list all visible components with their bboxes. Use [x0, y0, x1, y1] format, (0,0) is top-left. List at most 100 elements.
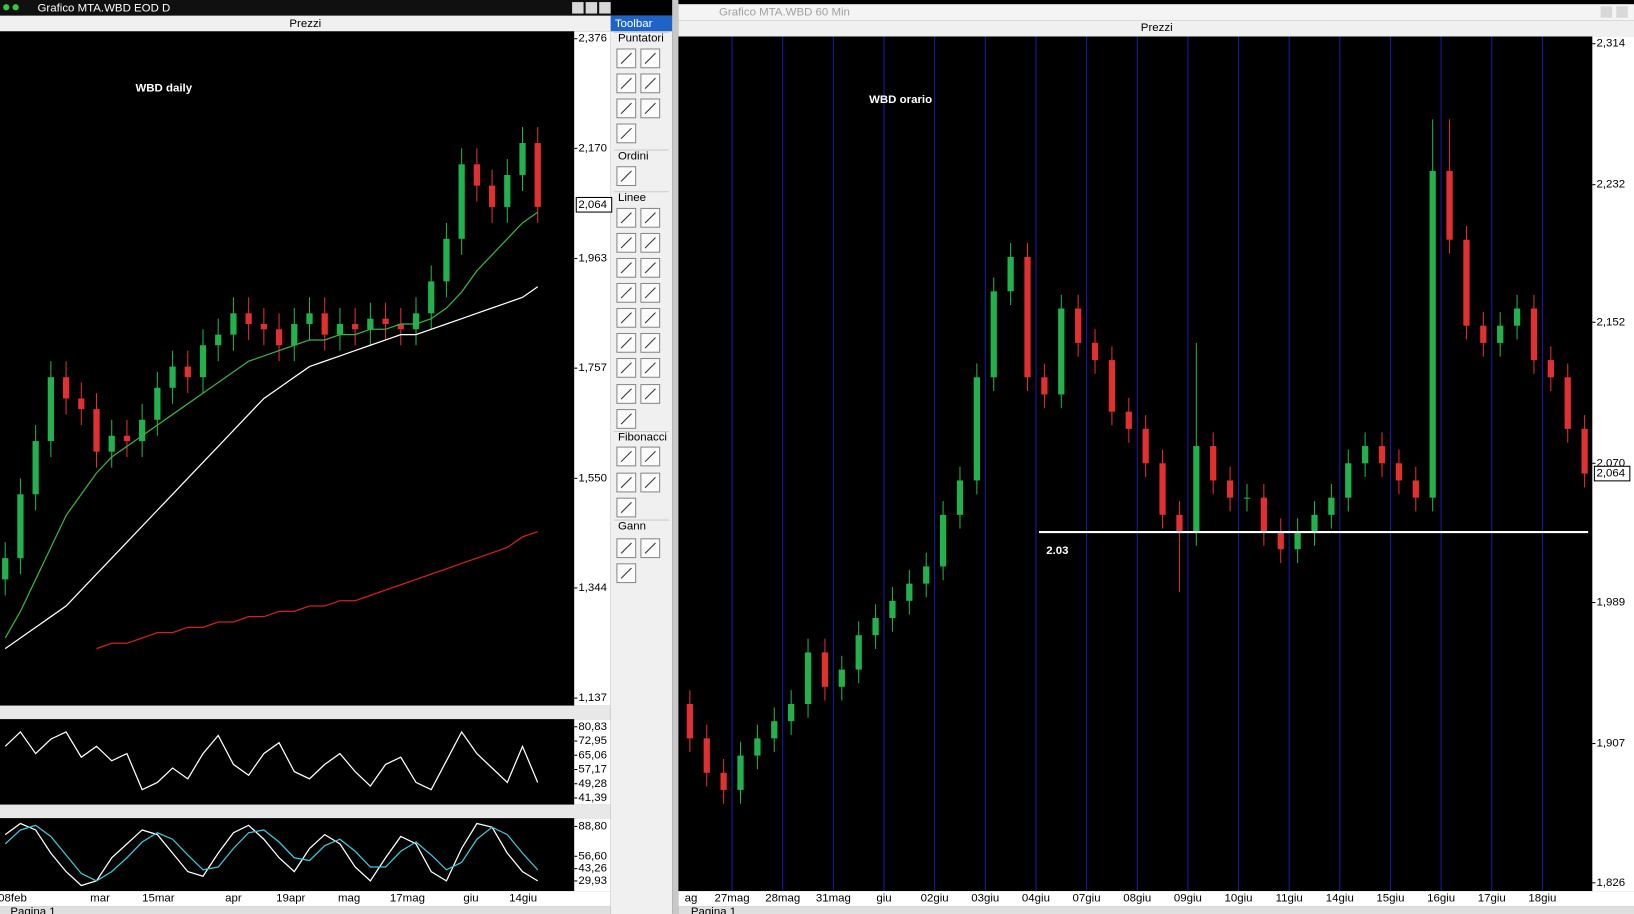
- candle-body: [1142, 428, 1149, 464]
- x-tick-label: mar: [90, 892, 110, 904]
- candle-body: [245, 313, 252, 324]
- candle-body: [428, 281, 435, 314]
- moving-average: [4, 211, 539, 639]
- last-price-box: [1593, 465, 1631, 482]
- y-tick-label: 88,80: [578, 820, 607, 832]
- candle-body: [1530, 308, 1538, 361]
- candle-body: [275, 329, 283, 346]
- y-tick-label: 2,232: [1596, 179, 1625, 191]
- candle-body: [47, 377, 54, 442]
- x-tick-label: giu: [463, 892, 478, 904]
- minimize-button[interactable]: [1600, 6, 1613, 18]
- window-icon: [3, 4, 10, 11]
- y-tick-label: 1,757: [578, 362, 607, 374]
- candle-body: [17, 494, 24, 559]
- candle-body: [923, 566, 930, 584]
- tool-icon: [644, 337, 656, 349]
- close-button[interactable]: [599, 2, 611, 14]
- tool-icon: [644, 52, 656, 64]
- candle-body: [184, 366, 191, 378]
- tool-icon: [620, 413, 632, 425]
- price-axis: [574, 31, 611, 706]
- candle-body: [939, 514, 947, 567]
- candle-body: [1091, 342, 1099, 361]
- maximize-button[interactable]: [585, 2, 598, 14]
- candle-body: [519, 143, 526, 175]
- candle-body: [1159, 463, 1166, 515]
- window-title: Grafico MTA.WBD 60 Min: [719, 7, 850, 19]
- x-tick-label: 02giu: [921, 892, 949, 904]
- candle-body: [1243, 497, 1251, 499]
- candle-body: [230, 313, 237, 335]
- toolbar-section: Ordini: [618, 150, 649, 162]
- panel-header: [0, 705, 611, 720]
- y-tick-label: 2,314: [1596, 38, 1625, 50]
- candle-body: [2, 558, 9, 580]
- y-tick-label: 1,550: [578, 472, 607, 484]
- x-tick-label: 14giu: [1326, 892, 1354, 904]
- candle-body: [1226, 480, 1234, 498]
- tool-icon: [620, 476, 632, 489]
- candle-body: [838, 669, 845, 687]
- panel-header: [0, 804, 611, 819]
- moving-average: [96, 530, 538, 650]
- tool-icon: [620, 312, 632, 324]
- y-tick-label: 1,907: [1596, 738, 1625, 750]
- tool-icon: [620, 102, 632, 114]
- y-tick-label: 1,963: [578, 253, 607, 265]
- close-button[interactable]: [1616, 6, 1628, 18]
- candle-body: [1193, 446, 1200, 533]
- tool-icon: [620, 567, 632, 579]
- candle-body: [260, 323, 267, 330]
- candle-body: [1260, 497, 1267, 533]
- candle-body: [1024, 256, 1031, 378]
- candle-body: [1446, 170, 1453, 240]
- minimize-button[interactable]: [572, 2, 584, 14]
- candle-body: [154, 387, 161, 420]
- panel-header: [0, 15, 611, 32]
- y-tick-label: 2,152: [1596, 316, 1625, 328]
- x-tick-label: 27mag: [715, 892, 750, 904]
- candle-body: [473, 164, 480, 186]
- x-tick-label: 03giu: [971, 892, 999, 904]
- page-tab[interactable]: Pagina 1: [10, 906, 55, 914]
- toolbar-section: Fibonacci: [618, 432, 667, 444]
- panel-header: [678, 20, 1634, 37]
- x-tick-label: 15mar: [142, 892, 175, 904]
- annotation: WBD daily: [135, 83, 192, 95]
- y-tick-label: 2,170: [578, 142, 607, 154]
- candle-body: [458, 164, 465, 239]
- x-tick-label: 15giu: [1376, 892, 1404, 904]
- candle-body: [1108, 360, 1116, 412]
- x-tick-label: 16giu: [1427, 892, 1455, 904]
- candle-body: [1176, 514, 1183, 533]
- tool-icon: [620, 52, 632, 64]
- candle-body: [771, 721, 778, 739]
- candle-body: [821, 652, 829, 687]
- tool-icon: [620, 77, 632, 89]
- tab-bar: [678, 906, 1634, 914]
- tool-icon: [620, 337, 632, 349]
- tool-icon: [644, 362, 656, 374]
- x-tick-label: 08feb: [0, 892, 27, 904]
- candle-body: [215, 334, 222, 346]
- title-bar: [0, 0, 611, 16]
- x-tick-label: 11giu: [1276, 892, 1303, 904]
- tool-icon: [620, 388, 632, 400]
- candle-body: [291, 323, 298, 346]
- candle-body: [1007, 256, 1014, 292]
- candle-body: [788, 703, 795, 722]
- last-price-box: [575, 196, 613, 213]
- tool-icon: [644, 450, 656, 463]
- tool-icon: [644, 476, 656, 489]
- page-tab[interactable]: Pagina 1: [691, 906, 736, 914]
- y-tick-label: 1,344: [578, 582, 607, 594]
- candle-body: [93, 409, 100, 452]
- candle-body: [1547, 360, 1554, 378]
- candle-body: [78, 398, 85, 410]
- tool-icon: [644, 77, 656, 89]
- tool-icon: [620, 262, 632, 274]
- candle-body: [1412, 480, 1419, 498]
